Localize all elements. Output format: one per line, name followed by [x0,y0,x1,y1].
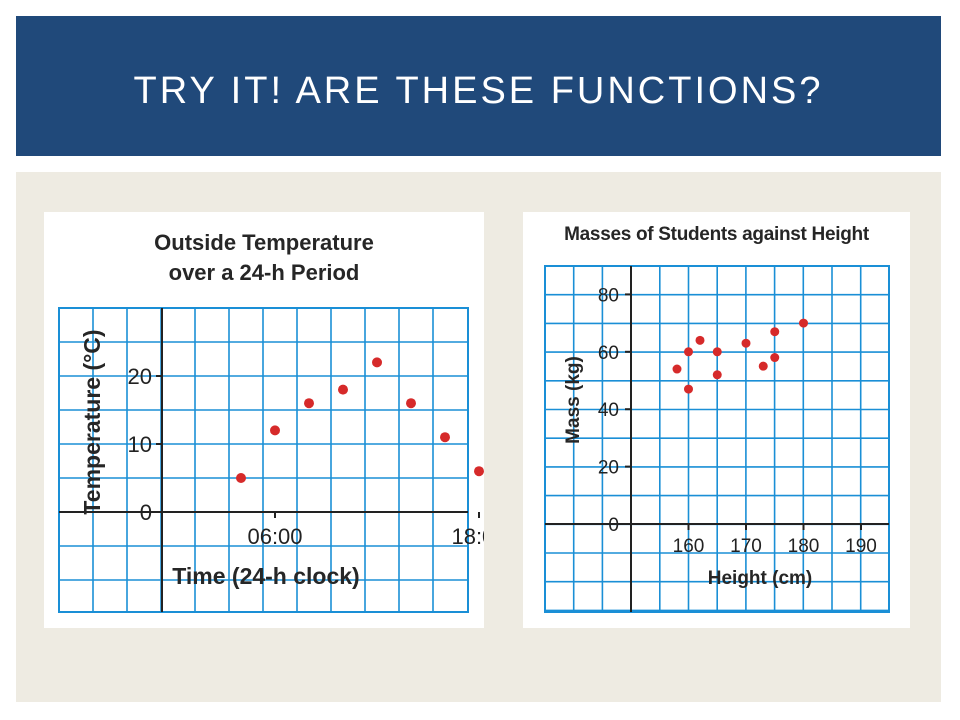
x-tick-label: 190 [845,536,877,557]
slide-header: TRY IT! ARE THESE FUNCTIONS? [16,16,941,156]
mass-height-chart-plot: 0 20 40 60 80 160 170 180 190 Height (cm) Mass (kg… [544,265,890,613]
data-point [672,364,682,374]
x-tick-label: 170 [730,536,762,557]
data-point [712,370,722,380]
data-point [770,327,780,337]
x-tick-label: 18:00 [451,524,484,549]
y-tick-label: 0 [608,515,619,536]
data-point [474,466,484,477]
data-point [770,353,780,363]
data-point [684,347,693,357]
temperature-chart-title: Outside Temperature over a 24-h Period [154,230,374,285]
data-point [372,357,382,368]
data-point [440,432,450,443]
data-point [695,335,705,345]
data-point [684,384,693,394]
y-tick-label: 80 [598,285,619,306]
data-point [338,384,348,395]
temperature-chart: Outside Temperature over a 24-h Period 0… [44,212,484,628]
y-axis-title: Temperature (°C) [79,329,105,514]
data-point [799,318,808,328]
y-tick-label: 40 [598,400,619,421]
y-axis-title: Mass (kg) [563,356,584,444]
y-tick-label: 60 [598,343,619,364]
data-point [712,347,722,357]
data-point [270,425,280,436]
data-point [741,338,751,348]
x-tick-label: 180 [788,536,820,557]
data-point [406,398,416,409]
x-tick-label: 06:00 [247,524,302,549]
y-tick-label: 0 [140,500,152,525]
data-point [304,398,314,409]
x-axis-title: Height (cm) [708,568,813,589]
x-tick-label: 160 [673,536,705,557]
y-tick-label: 10 [128,432,152,457]
y-tick-label: 20 [128,364,152,389]
data-point [758,361,768,371]
mass-height-chart: Masses of Students against Height 0 20 40 6… [523,212,910,628]
data-point [236,473,246,483]
x-axis-title: Time (24-h clock) [172,563,359,589]
temperature-chart-plot: 0 10 20 06:00 18:00 Time (24-h clock) Temperat… [58,307,484,613]
slide-title: TRY IT! ARE THESE FUNCTIONS? [133,69,824,112]
y-tick-label: 20 [598,458,619,479]
mass-height-chart-title: Masses of Students against Height [564,224,869,245]
